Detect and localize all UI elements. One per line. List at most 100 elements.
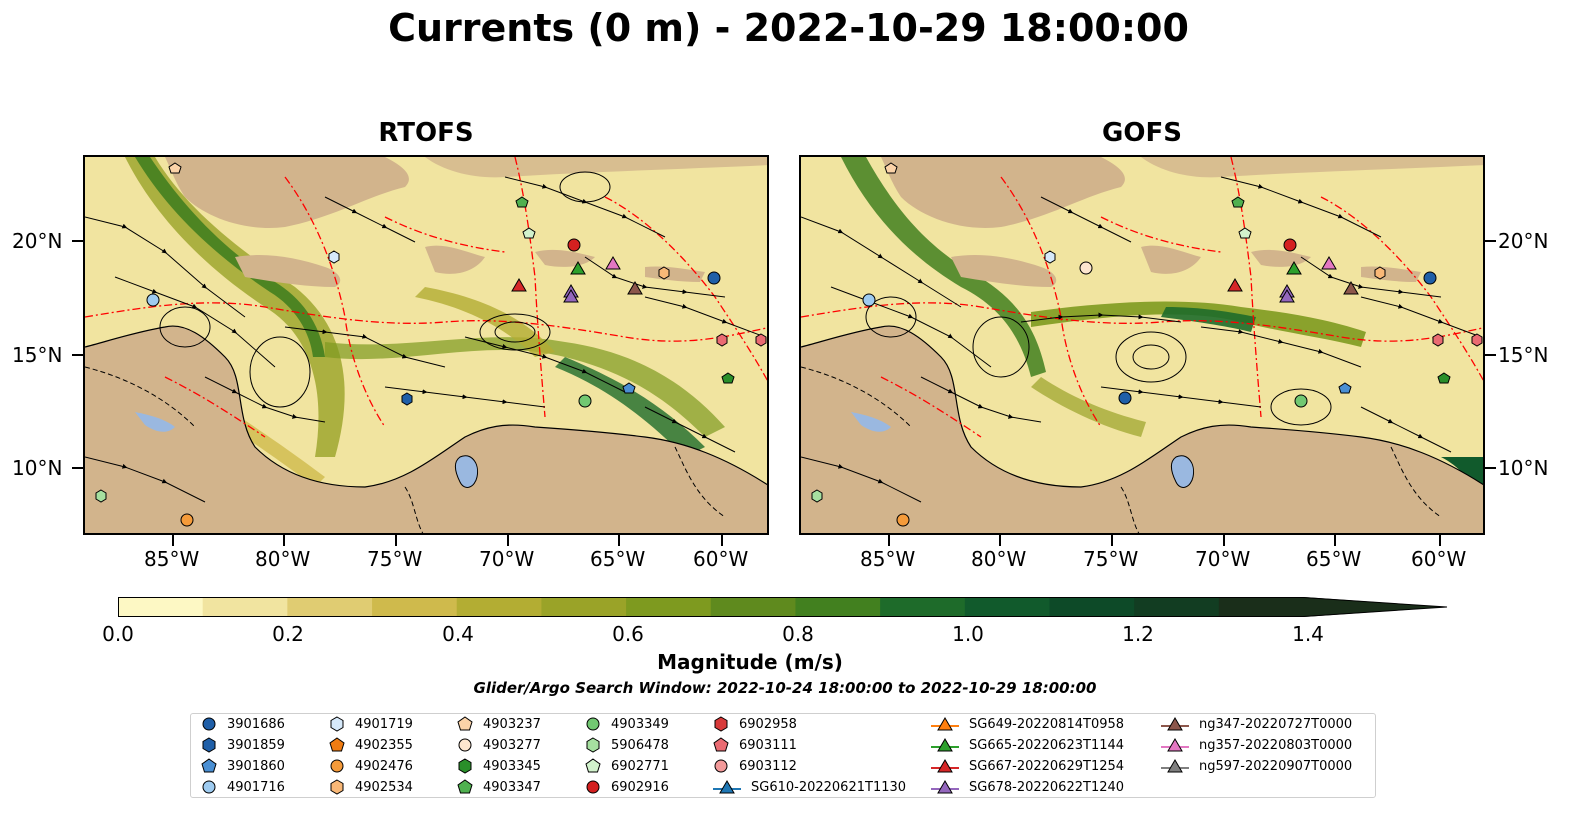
legend-item: 4902476	[329, 758, 413, 774]
legend-marker-icon	[330, 759, 344, 773]
colorbar-label: Magnitude (m/s)	[657, 650, 843, 674]
legend-item-label: SG665-20220623T1144	[969, 737, 1125, 753]
legend-marker-icon	[1161, 717, 1189, 731]
legend-item: 6902916	[585, 779, 669, 795]
legend-item: 4903349	[585, 716, 669, 732]
legend-marker-icon	[1161, 759, 1189, 773]
legend-item-label: 4903237	[483, 716, 541, 732]
map-gofs-canvas	[801, 157, 1483, 533]
colorbar-tick-label: 0.4	[442, 622, 474, 646]
legend-item: 4903347	[457, 779, 541, 795]
legend-marker-icon	[714, 759, 728, 773]
colorbar-segment	[456, 597, 543, 617]
lon-label-80-left: 80°W	[255, 547, 311, 571]
legend-marker-icon	[330, 716, 344, 732]
legend-item: 4901716	[201, 779, 285, 795]
legend-marker-icon	[713, 780, 741, 794]
legend-item: 4903237	[457, 716, 541, 732]
colorbar	[118, 597, 1448, 617]
legend-item-label: 4902534	[355, 779, 413, 795]
legend-item: 4903345	[457, 758, 541, 774]
colorbar-tick-label: 0.8	[782, 622, 814, 646]
legend-item: 3901859	[201, 737, 285, 753]
legend-item-label: 6903111	[739, 737, 797, 753]
legend-item: ng347-20220727T0000	[1161, 716, 1352, 732]
lat-label-20-left: 20°N	[12, 229, 63, 253]
legend-item: 6903111	[713, 737, 797, 753]
lat-label-20-right: 20°N	[1498, 229, 1549, 253]
colorbar-segment	[372, 597, 458, 617]
legend-item-label: 4903347	[483, 779, 541, 795]
legend-marker-icon	[201, 758, 217, 773]
legend-item: 4902355	[329, 737, 413, 753]
colorbar-segment	[1049, 597, 1136, 617]
legend-item-label: SG649-20220814T0958	[969, 716, 1125, 732]
panel-title-gofs: GOFS	[1102, 118, 1182, 148]
colorbar-tick-label: 1.0	[952, 622, 984, 646]
legend-item: ng597-20220907T0000	[1161, 758, 1352, 774]
legend-item: 4901719	[329, 716, 413, 732]
legend-item-label: 6902771	[611, 758, 669, 774]
legend-item: SG665-20220623T1144	[931, 737, 1124, 753]
legend-item-label: ng357-20220803T0000	[1199, 737, 1353, 753]
legend-marker-icon	[1161, 738, 1189, 752]
colorbar-tick-label: 0.2	[272, 622, 304, 646]
colorbar-tick-label: 0.0	[102, 622, 134, 646]
lat-label-10-right: 10°N	[1498, 456, 1549, 480]
legend-item-label: SG678-20220622T1240	[969, 779, 1125, 795]
legend-item-label: 4903277	[483, 737, 541, 753]
lon-label-60-left: 60°W	[693, 547, 749, 571]
colorbar-tick-label: 1.2	[1122, 622, 1154, 646]
legend-item-label: ng597-20220907T0000	[1199, 758, 1353, 774]
legend-marker-icon	[931, 759, 959, 773]
legend-item-label: 6902916	[611, 779, 669, 795]
legend-marker-icon	[931, 780, 959, 794]
legend-item: SG610-20220621T1130	[713, 779, 906, 795]
legend-item: 6902958	[713, 716, 797, 732]
colorbar-segment	[710, 597, 797, 617]
legend-item: ng357-20220803T0000	[1161, 737, 1352, 753]
legend-item: 4903277	[457, 737, 541, 753]
colorbar-segment	[202, 597, 289, 617]
legend-marker-icon	[931, 738, 959, 752]
legend-item-label: 6903112	[739, 758, 797, 774]
lat-label-10-left: 10°N	[12, 456, 63, 480]
colorbar-extension	[1303, 597, 1448, 617]
legend-item-label: 5906478	[611, 737, 669, 753]
legend-marker-icon	[585, 758, 601, 773]
colorbar-segment	[626, 597, 712, 617]
legend-marker-icon	[330, 779, 344, 795]
colorbar-segment	[1134, 597, 1220, 617]
legend-item-label: 3901860	[227, 758, 285, 774]
legend-marker-icon	[202, 737, 216, 753]
figure-title: Currents (0 m) - 2022-10-29 18:00:00	[388, 6, 1189, 50]
axis-ticks	[72, 240, 1496, 546]
lon-label-85-left: 85°W	[144, 547, 200, 571]
legend-item: SG678-20220622T1240	[931, 779, 1124, 795]
legend-item: SG667-20220629T1254	[931, 758, 1124, 774]
legend-marker-icon	[931, 717, 959, 731]
legend-item-label: ng347-20220727T0000	[1199, 716, 1353, 732]
lon-label-75-right: 75°W	[1083, 547, 1139, 571]
lon-label-60-right: 60°W	[1411, 547, 1467, 571]
map-rtofs[interactable]	[83, 155, 769, 535]
legend-marker-icon	[586, 780, 600, 794]
legend-marker-icon	[202, 780, 216, 794]
lon-label-70-right: 70°W	[1195, 547, 1251, 571]
map-gofs[interactable]	[799, 155, 1485, 535]
legend-item-label: 4902355	[355, 737, 413, 753]
colorbar-segment	[287, 597, 374, 617]
lon-label-65-left: 65°W	[590, 547, 646, 571]
lat-label-15-left: 15°N	[12, 343, 63, 367]
legend-item-label: 4903345	[483, 758, 541, 774]
colorbar-segment	[964, 597, 1051, 617]
colorbar-segment	[795, 597, 882, 617]
colorbar-tick-label: 1.4	[1292, 622, 1324, 646]
legend-item-label: 4901719	[355, 716, 413, 732]
legend-marker-icon	[329, 737, 345, 752]
colorbar-segment	[1218, 597, 1305, 617]
colorbar-tick-label: 0.6	[612, 622, 644, 646]
legend-item: 3901686	[201, 716, 285, 732]
lon-label-70-left: 70°W	[479, 547, 535, 571]
legend-marker-icon	[714, 716, 728, 732]
